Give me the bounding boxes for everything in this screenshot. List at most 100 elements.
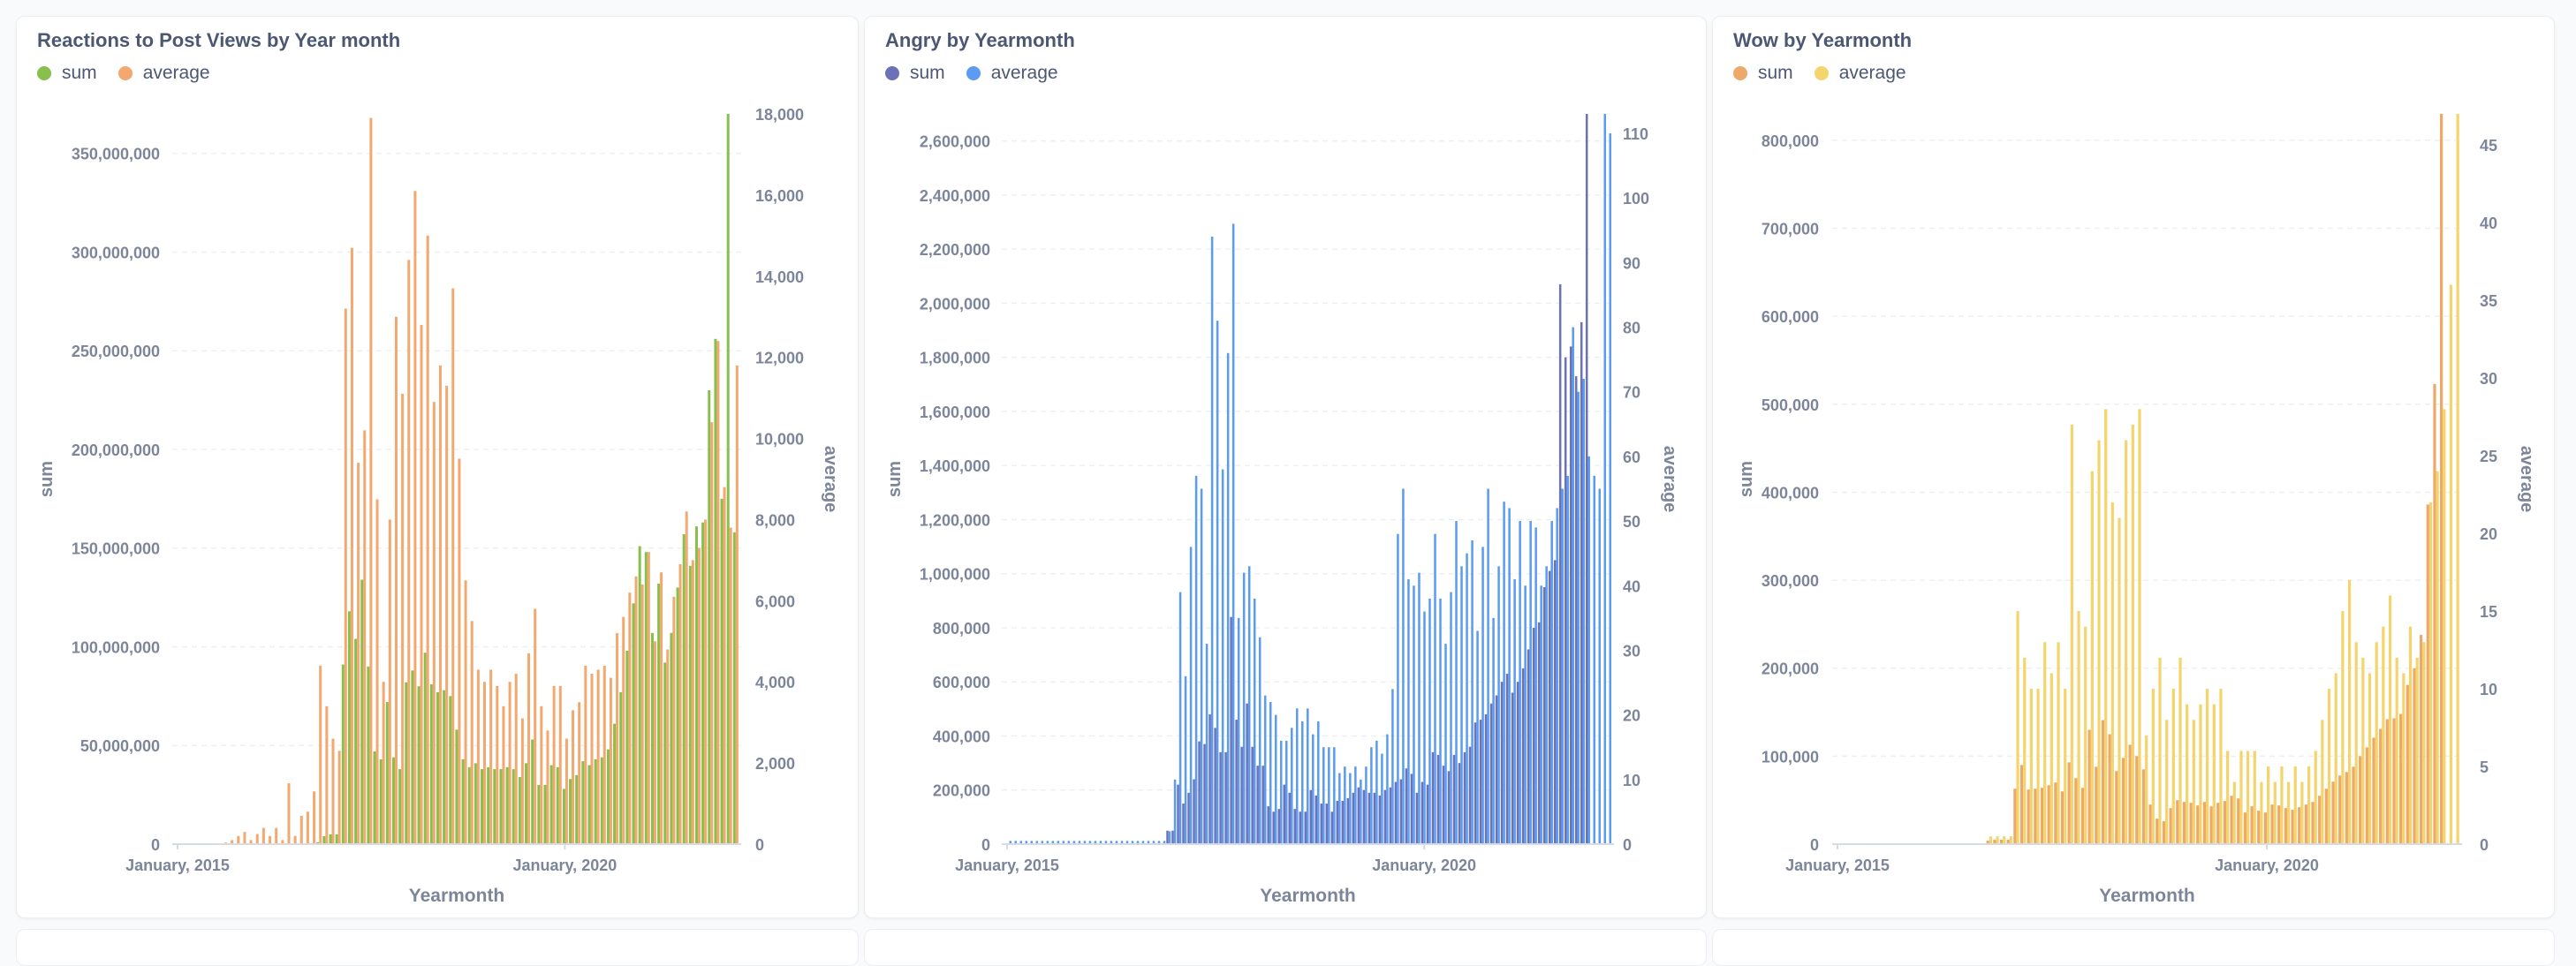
y-axis-title-left: sum [1737,461,1756,497]
bar-average [1317,721,1320,844]
bar-sum [1208,714,1211,844]
y-tick-label-right: 5 [2480,758,2489,776]
bar-sum [2237,798,2239,844]
bar-average [319,666,322,844]
chart-plot[interactable]: 0 50,000,000 100,000,000 150,000,000 200,000… [17,17,858,917]
bar-average [1428,599,1431,844]
bar-average [1370,747,1373,844]
bar-sum [2034,789,2036,844]
next-row-card [1712,929,2555,966]
y-tick-label-right: 70 [1623,384,1640,402]
bar-sum [1358,788,1360,844]
bar-average [1423,612,1426,844]
bar-average [527,653,530,844]
bar-sum [633,603,635,844]
bar-sum [1171,831,1174,844]
bar-sum [1214,728,1216,844]
bar-sum [2392,719,2395,844]
bar-sum [1485,714,1488,844]
bar-average [300,816,303,844]
bar-sum [1235,720,1238,844]
bar-average [420,325,423,844]
bar-average [1444,644,1447,844]
chart-card-angry: Angry by Yearmonth sum average 0 200,000 4… [864,16,1707,918]
y-tick-label-right: 30 [1623,642,1640,660]
bar-average [1471,540,1474,844]
bar-average [1349,774,1352,845]
chart-plot[interactable]: 0 100,000 200,000 300,000 400,000 500,000 600,… [1713,17,2554,917]
bar-sum [2102,721,2104,844]
bar-sum [677,587,679,844]
bar-average [1566,476,1569,844]
bar-average [1534,527,1537,844]
bar-average [2172,689,2175,844]
bar-sum [493,769,496,844]
bar-average [2287,782,2290,844]
bar-sum [2433,384,2436,844]
bar-sum [2169,808,2171,844]
y-tick-label-left: 100,000 [1762,748,1819,766]
bar-sum [2054,782,2057,844]
bar-sum [374,751,376,844]
bar-sum [2088,729,2091,844]
bar-sum [2135,756,2138,844]
y-tick-label-right: 0 [755,836,764,854]
bar-sum [1512,692,1514,844]
bar-sum [1379,796,1382,844]
bar-average [451,289,454,844]
bar-average [1610,133,1612,844]
bar-sum [581,761,584,844]
bar-average [1481,547,1484,844]
bar-average [407,260,410,844]
y-tick-label-left: 0 [1810,836,1819,854]
bar-average [692,560,694,844]
bar-sum [2366,747,2368,844]
bar-average [389,519,391,844]
bar-sum [360,579,363,844]
bar-sum [2372,737,2375,844]
bar-sum [1427,785,1429,844]
bar-average [1540,585,1542,844]
y-tick-label-left: 400,000 [1762,484,1819,502]
y-tick-label-left: 2,400,000 [920,187,990,205]
bar-average [2077,611,2080,844]
bar-sum [595,759,597,844]
y-tick-label-right: 10 [2480,681,2497,698]
bar-sum [1166,831,1169,844]
y-tick-label-left: 200,000 [1762,660,1819,678]
bar-sum [2413,668,2415,844]
bar-sum [424,653,427,844]
x-tick-label: January, 2015 [955,857,1059,874]
chart-plot[interactable]: 0 200,000 400,000 600,000 800,000 1,000,000 1,… [865,17,1706,917]
bar-average [2409,627,2412,844]
bar-average [1179,592,1182,844]
bar-average [584,666,587,844]
bar-average [357,463,360,844]
bar-sum [342,665,345,844]
y-tick-label-left: 100,000,000 [72,638,160,656]
y-tick-label-right: 110 [1623,125,1648,143]
y-tick-label-right: 16,000 [755,187,804,205]
bar-sum [1543,587,1546,844]
bar-sum [2250,806,2253,844]
bar-sum [1522,668,1525,844]
next-row-card [864,929,1707,966]
bar-sum [2013,789,2016,844]
bar-sum [1580,322,1583,844]
bar-average [1243,573,1246,844]
bar-sum [2406,685,2409,844]
y-tick-label-right: 40 [2480,215,2497,232]
bar-sum [2156,819,2158,844]
bar-average [313,791,315,844]
bar-average [1285,741,1288,844]
bar-sum [386,702,389,844]
bar-average [1381,754,1383,844]
bar-average [2239,751,2242,844]
bar-average [1492,618,1495,844]
bar-sum [430,684,433,844]
bar-sum [2095,766,2097,844]
x-tick-label: January, 2015 [125,857,230,874]
bar-average [736,366,739,844]
bar-average [338,751,341,844]
y-tick-label-left: 1,800,000 [920,350,990,367]
